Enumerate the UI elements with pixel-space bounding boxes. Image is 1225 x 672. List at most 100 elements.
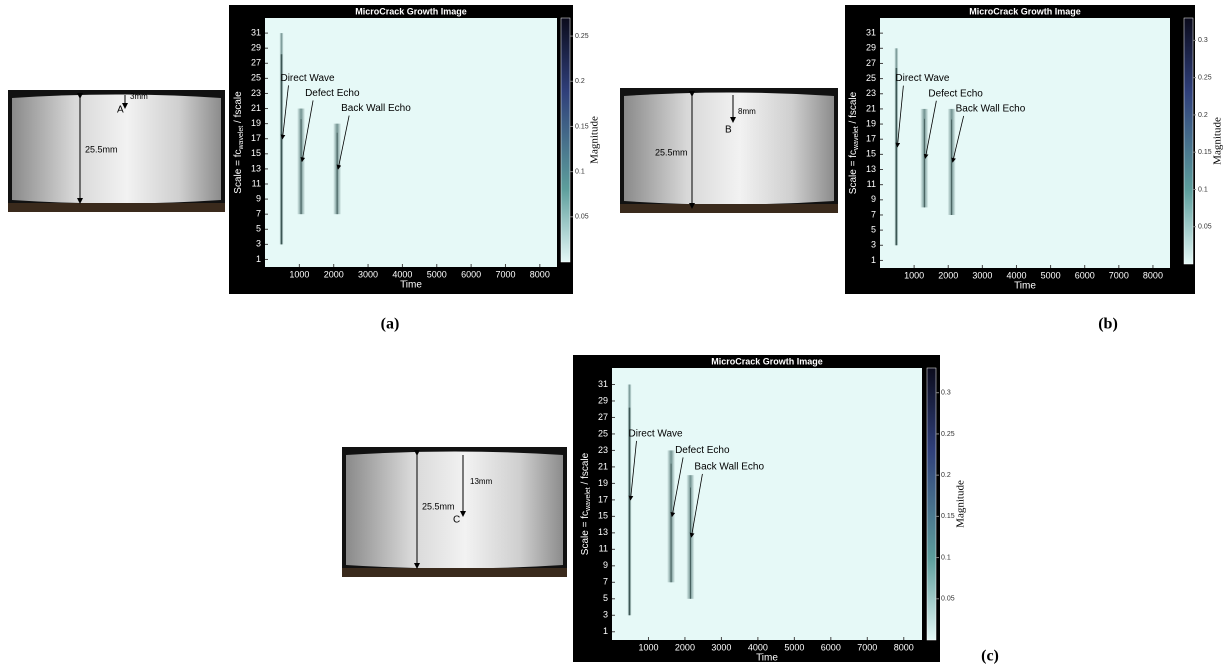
colorbar-label: Magnitude (589, 116, 601, 164)
x-tick-label: 3000 (972, 270, 992, 280)
defect-point: C (453, 515, 460, 526)
annotation: Direct Wave (280, 73, 335, 84)
y-tick-label: 25 (598, 428, 608, 438)
y-tick-label: 21 (598, 461, 608, 471)
annotation-arrow (280, 85, 289, 140)
y-tick-label: 25 (251, 73, 261, 83)
y-tick-label: 3 (603, 610, 608, 620)
defect-point: A (117, 105, 124, 116)
colorbar-tick-label: 0.2 (575, 78, 585, 85)
y-tick-label: 23 (598, 445, 608, 455)
y-tick-label: 31 (598, 379, 608, 389)
annotation: Direct Wave (895, 73, 950, 84)
colorbar-tick-label: 0.05 (941, 596, 955, 603)
colorbar-tick-label: 0.2 (941, 472, 951, 479)
x-tick-label: 7000 (1109, 270, 1129, 280)
colorbar-tick-label: 0.25 (575, 33, 589, 40)
annotation: Direct Wave (629, 429, 684, 440)
annotation-arrow (951, 115, 965, 163)
annotation-arrow (628, 440, 637, 501)
x-tick-label: 8000 (530, 269, 550, 279)
y-tick-label: 9 (871, 194, 876, 204)
colorbar (1183, 17, 1194, 265)
x-tick-label: 1000 (638, 642, 658, 652)
y-tick-label: 7 (603, 577, 608, 587)
y-tick-label: 7 (256, 209, 261, 219)
x-tick-label: 2000 (938, 270, 958, 280)
colorbar-tick-label: 0.2 (1198, 112, 1208, 119)
depth-label: 3mm (130, 92, 148, 101)
panel-label: (a) (381, 316, 400, 333)
colorbar-tick-label: 0.25 (941, 431, 955, 438)
y-tick-label: 17 (251, 133, 261, 143)
y-tick-label: 5 (871, 224, 876, 234)
y-tick-label: 5 (256, 224, 261, 234)
x-tick-label: 5000 (1041, 270, 1061, 280)
x-tick-label: 4000 (1006, 270, 1026, 280)
y-tick-label: 23 (866, 88, 876, 98)
x-axis-label: Time (1014, 281, 1036, 292)
y-axis-label-part: wavelet (585, 487, 592, 512)
y-tick-label: 31 (866, 28, 876, 38)
y-axis-label: Scale = fcwavelet / fscale (233, 91, 245, 194)
colorbar-tick-label: 0.1 (1198, 186, 1208, 193)
y-tick-label: 19 (866, 118, 876, 128)
y-tick-label: 19 (598, 478, 608, 488)
y-tick-label: 7 (871, 209, 876, 219)
y-tick-label: 1 (871, 255, 876, 265)
x-tick-label: 5000 (784, 642, 804, 652)
x-axis-label: Time (400, 280, 422, 291)
x-tick-label: 3000 (711, 642, 731, 652)
colorbar-tick-label: 0.05 (1198, 224, 1212, 231)
y-axis-label-part: Scale = fc (233, 150, 244, 194)
colorbar (560, 17, 571, 263)
panel-label: (b) (1098, 316, 1118, 333)
annotation: Defect Echo (928, 88, 983, 99)
y-tick-label: 29 (251, 43, 261, 53)
specimen (346, 451, 563, 569)
y-tick-label: 15 (251, 148, 261, 158)
x-tick-label: 8000 (1143, 270, 1163, 280)
y-tick-label: 23 (251, 88, 261, 98)
chart-title: MicroCrack Growth Image (355, 6, 467, 16)
x-tick-label: 4000 (748, 642, 768, 652)
y-tick-label: 27 (251, 58, 261, 68)
y-tick-label: 11 (867, 179, 876, 189)
y-axis-label: Scale = fcwavelet / fscale (848, 91, 860, 194)
y-tick-label: 19 (251, 118, 261, 128)
thickness-label: 25.5mm (655, 147, 688, 157)
x-tick-label: 6000 (461, 269, 481, 279)
photo-base (8, 203, 225, 212)
y-tick-label: 3 (256, 239, 261, 249)
y-tick-label: 13 (251, 163, 261, 173)
x-tick-label: 2000 (675, 642, 695, 652)
y-tick-label: 5 (603, 593, 608, 603)
colorbar-tick-label: 0.1 (575, 168, 585, 175)
panel-label: (c) (981, 648, 999, 665)
y-axis-label-part: / fscale (848, 91, 859, 126)
y-tick-label: 21 (251, 103, 261, 113)
colorbar-tick-label: 0.25 (1198, 74, 1212, 81)
y-tick-label: 13 (598, 527, 608, 537)
x-tick-label: 7000 (495, 269, 515, 279)
colorbar-tick-label: 0.3 (1198, 37, 1208, 44)
photo-base (620, 204, 838, 213)
annotation: Back Wall Echo (694, 462, 764, 473)
annotation-arrow (689, 473, 703, 538)
specimen (624, 92, 834, 205)
annotation-arrow (895, 85, 904, 148)
y-tick-label: 9 (256, 193, 261, 203)
colorbar-tick-label: 0.15 (575, 123, 589, 130)
annotation: Back Wall Echo (956, 104, 1026, 115)
photo-base (342, 568, 567, 577)
depth-label: 13mm (470, 477, 493, 486)
y-axis-label-part: / fscale (233, 91, 244, 126)
thickness-label: 25.5mm (85, 144, 118, 154)
x-tick-label: 5000 (427, 269, 447, 279)
x-tick-label: 3000 (358, 269, 378, 279)
x-tick-label: 2000 (324, 269, 344, 279)
y-axis-label-part: / fscale (580, 452, 591, 487)
y-tick-label: 27 (866, 58, 876, 68)
y-axis-label-part: Scale = fc (580, 511, 591, 555)
